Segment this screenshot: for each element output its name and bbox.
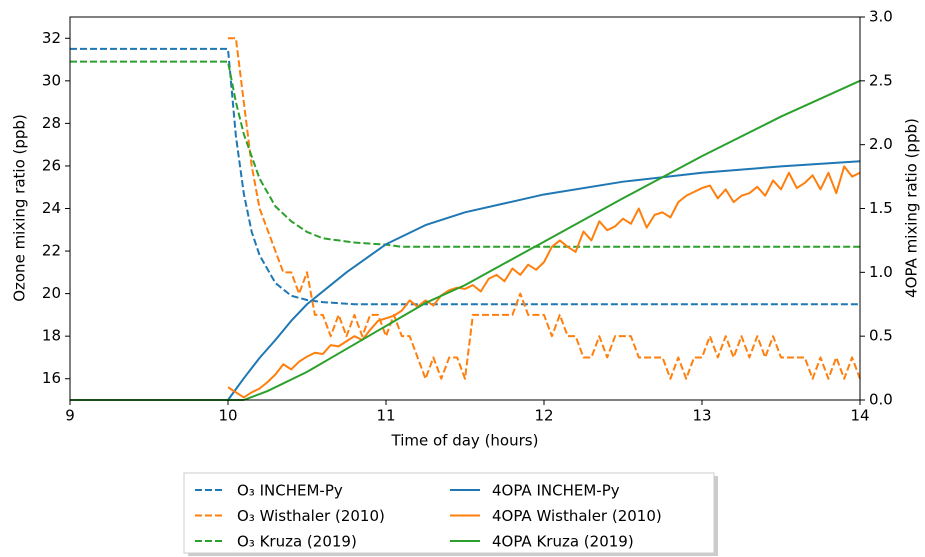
y-tick-label: 30: [42, 71, 61, 89]
x-tick-label: 12: [534, 407, 553, 425]
y2-tick-label: 0.0: [869, 391, 893, 409]
x-tick-label: 9: [65, 407, 75, 425]
y2-tick-label: 0.5: [869, 327, 893, 345]
series-line: [70, 60, 860, 248]
series-line: [70, 47, 860, 306]
y2-tick-label: 1.0: [869, 263, 893, 281]
y-tick-label: 32: [42, 29, 61, 47]
y2-tick-label: 2.0: [869, 135, 893, 153]
plot-frame: [69, 16, 861, 401]
x-axis-label: Time of day (hours): [391, 432, 539, 450]
x-tick-label: 10: [218, 407, 237, 425]
legend-label: 4OPA Kruza (2019): [492, 533, 634, 551]
y2-tick-label: 1.5: [869, 199, 893, 217]
series-line: [228, 37, 861, 380]
series-line: [70, 79, 861, 401]
y2-axis-label: 4OPA mixing ratio (ppb): [903, 118, 921, 298]
series-line: [70, 160, 861, 401]
y-tick-label: 26: [42, 156, 61, 174]
x-tick-label: 11: [376, 407, 395, 425]
legend-label: 4OPA INCHEM-Py: [492, 482, 620, 500]
legend-label: O₃ Kruza (2019): [237, 533, 357, 551]
y-axis-label: Ozone mixing ratio (ppb): [11, 114, 29, 302]
legend-label: O₃ Wisthaler (2010): [237, 507, 385, 525]
legend-box: [183, 472, 715, 554]
series-line: [227, 165, 861, 399]
y-tick-label: 18: [42, 327, 61, 345]
y-tick-label: 16: [42, 369, 61, 387]
y2-tick-label: 3.0: [869, 8, 893, 26]
y-tick-label: 24: [42, 199, 61, 217]
x-tick-label: 14: [850, 407, 869, 425]
legend-label: O₃ INCHEM-Py: [237, 482, 343, 500]
y2-tick-label: 2.5: [869, 71, 893, 89]
y-tick-label: 20: [42, 284, 61, 302]
y-tick-label: 22: [42, 242, 61, 260]
y-tick-label: 28: [42, 114, 61, 132]
x-tick-label: 13: [692, 407, 711, 425]
legend-label: 4OPA Wisthaler (2010): [492, 507, 662, 525]
